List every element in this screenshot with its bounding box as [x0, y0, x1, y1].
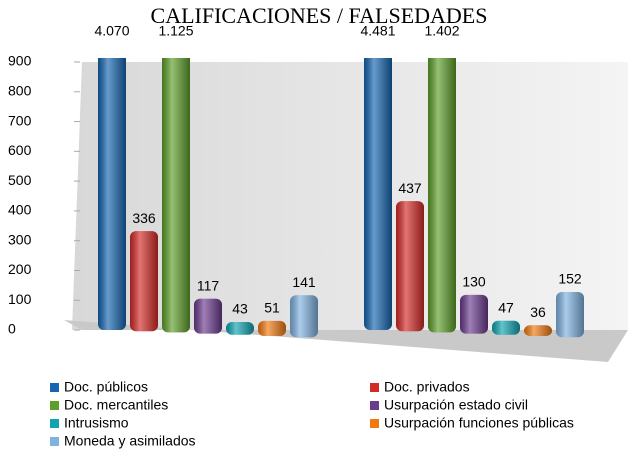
data-label: 130: [462, 274, 486, 290]
y-tick-label: 900: [8, 53, 32, 69]
y-tick-label: 400: [8, 202, 32, 218]
bar-shade: [396, 201, 424, 332]
bar-shade: [524, 325, 552, 336]
y-tick-label: 300: [8, 231, 32, 247]
y-tick-label: 0: [8, 321, 16, 337]
back-wall: [72, 62, 628, 330]
bar-shade: [258, 320, 286, 336]
bar-shade: [290, 295, 318, 338]
data-label: 51: [264, 300, 280, 316]
data-label: 437: [398, 180, 422, 196]
legend-label: Intrusismo: [64, 415, 129, 431]
y-tick-label: 100: [8, 291, 32, 307]
legend-label: Usurpación estado civil: [384, 397, 528, 413]
data-label: 117: [197, 277, 220, 293]
bar-shade: [364, 58, 392, 330]
legend-label: Doc. mercantiles: [64, 397, 168, 413]
bar-shade: [226, 321, 254, 335]
data-label: 36: [530, 304, 546, 320]
data-label: 4.070: [94, 23, 129, 39]
plot-area: [98, 58, 584, 338]
legend-swatch: [50, 437, 59, 446]
bar-shade: [130, 231, 158, 332]
bar-shade: [460, 294, 488, 334]
bar-shade: [556, 291, 584, 338]
bar-shade: [194, 298, 222, 334]
y-tick-label: 200: [8, 261, 32, 277]
y-tick-label: 600: [8, 142, 32, 158]
legend-swatch: [50, 383, 59, 392]
data-label: 43: [232, 301, 248, 317]
y-tick-label: 700: [8, 112, 32, 128]
chart-title: CALIFICACIONES / FALSEDADES: [151, 3, 488, 28]
legend-label: Usurpación funciones públicas: [384, 415, 574, 431]
data-label: 152: [558, 271, 582, 287]
legend-swatch: [370, 383, 379, 392]
bar-shade: [428, 58, 456, 333]
legend-swatch: [50, 401, 59, 410]
bar-shade: [492, 320, 520, 335]
data-label: 1.125: [158, 23, 193, 39]
bar-shade: [162, 58, 190, 333]
data-label: 1.402: [424, 23, 459, 39]
legend-swatch: [50, 419, 59, 428]
legend-swatch: [370, 419, 379, 428]
data-label: 4.481: [360, 23, 395, 39]
legend-label: Moneda y asimilados: [64, 433, 196, 449]
y-tick-label: 500: [8, 172, 32, 188]
legend-label: Doc. privados: [384, 379, 470, 395]
y-tick-label: 800: [8, 82, 32, 98]
legend-swatch: [370, 401, 379, 410]
data-label: 47: [498, 300, 514, 316]
bar-shade: [98, 58, 126, 330]
data-label: 336: [132, 210, 156, 226]
legend-label: Doc. públicos: [64, 379, 148, 395]
data-label: 141: [292, 274, 316, 290]
